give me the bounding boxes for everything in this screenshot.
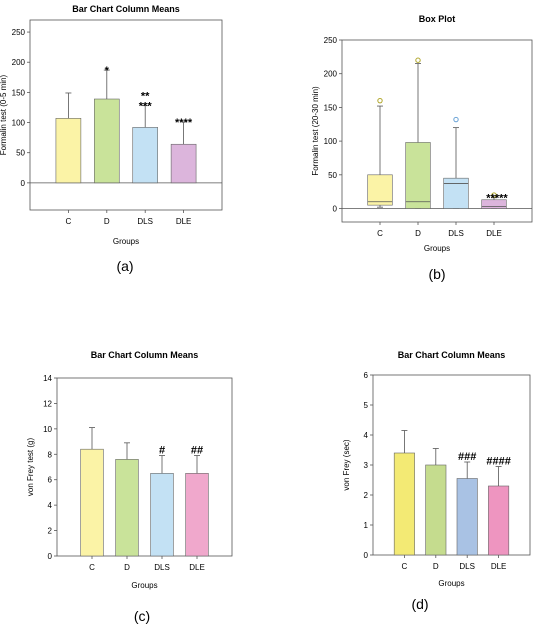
- chart-c-svg: Bar Chart Column Means 0 2 4 6 8 10 12 14 von Fre…: [26, 350, 233, 590]
- x-tick-label: DLE: [491, 562, 507, 571]
- bar: [80, 448, 104, 557]
- significance-label: **: [141, 91, 150, 103]
- y-tick-label: 8: [48, 450, 53, 459]
- chart-b-svg: Box Plot 0 50 100 150 200 250 Formalin test (20…: [311, 14, 533, 253]
- y-tick-label: 0: [48, 552, 53, 561]
- box: [443, 177, 469, 209]
- plot-frame: [29, 19, 223, 211]
- y-tick-label: 50: [328, 171, 337, 180]
- x-tick-label: DLS: [137, 217, 153, 226]
- bar: [150, 473, 174, 557]
- x-tick-label: DLE: [189, 563, 205, 572]
- x-axis-label: Groups: [438, 579, 464, 588]
- y-tick-label: 200: [324, 70, 338, 79]
- significance-label: #: [159, 445, 165, 457]
- y-tick-label: 4: [48, 501, 53, 510]
- significance-label: *: [105, 65, 110, 77]
- y-axis-label: Formalin test (20-30 min): [311, 86, 320, 176]
- x-tick-label: D: [415, 229, 421, 238]
- significance-label: ###: [458, 451, 476, 463]
- outlier-point: [453, 116, 459, 123]
- y-tick-label: 250: [12, 28, 26, 37]
- panel-label-d: (d): [411, 596, 429, 612]
- chart-panel-b: Box Plot 0 50 100 150 200 250 Formalin test (20…: [275, 0, 550, 285]
- significance-label: ****: [175, 117, 193, 129]
- y-tick-label: 6: [364, 371, 369, 380]
- chart-title: Bar Chart Column Means: [91, 350, 199, 360]
- outlier-point: [377, 97, 383, 104]
- x-tick-label: DLE: [176, 217, 192, 226]
- bar: [55, 118, 82, 184]
- chart-panel-c: Bar Chart Column Means 0 2 4 6 8 10 12 14 von Fre…: [0, 340, 275, 632]
- x-axis-label: Groups: [131, 581, 157, 590]
- y-tick-label: 250: [324, 36, 338, 45]
- x-tick-label: D: [433, 562, 439, 571]
- y-axis-label: von Frey test (g): [26, 438, 35, 497]
- y-tick-label: 150: [12, 88, 26, 97]
- y-tick-label: 0: [333, 205, 338, 214]
- panel-label-a: (a): [116, 258, 134, 274]
- y-tick-label: 5: [364, 401, 369, 410]
- y-tick-label: 100: [324, 137, 338, 146]
- panel-label-b: (b): [428, 266, 446, 282]
- y-axis-label: von Frey (sec): [342, 439, 351, 490]
- x-tick-label: C: [402, 562, 408, 571]
- x-tick-label: C: [66, 217, 72, 226]
- y-tick-label: 2: [48, 527, 53, 536]
- x-tick-label: C: [377, 229, 383, 238]
- significance-label: ####: [486, 456, 510, 468]
- y-tick-label: 14: [43, 374, 52, 383]
- x-axis-label: Groups: [424, 244, 450, 253]
- x-tick-label: DLS: [459, 562, 475, 571]
- significance-label: ##: [191, 445, 203, 457]
- bar: [393, 452, 415, 556]
- bar: [425, 464, 447, 556]
- significance-label: *****: [486, 193, 508, 205]
- x-tick-label: DLE: [486, 229, 502, 238]
- y-tick-label: 6: [48, 476, 53, 485]
- y-tick-label: 10: [43, 425, 52, 434]
- box: [367, 174, 393, 206]
- panel-label-c: (c): [133, 608, 151, 624]
- y-tick-label: 4: [364, 431, 369, 440]
- chart-panel-a: Bar Chart Column Means 0 50 100 150 200 250 For…: [0, 0, 275, 285]
- y-tick-label: 12: [43, 399, 52, 408]
- bar: [488, 485, 510, 556]
- x-tick-label: C: [89, 563, 95, 572]
- plot-frame: [56, 377, 233, 557]
- x-tick-label: D: [124, 563, 130, 572]
- x-tick-label: D: [104, 217, 110, 226]
- y-axis-label: Formalin test (0-5 min): [0, 74, 8, 155]
- chart-title: Box Plot: [419, 14, 456, 24]
- y-tick-label: 50: [16, 149, 25, 158]
- x-axis-label: Groups: [113, 237, 139, 246]
- y-tick-label: 200: [12, 58, 26, 67]
- y-tick-label: 1: [364, 521, 369, 530]
- chart-a-svg: Bar Chart Column Means 0 50 100 150 200 250 For…: [0, 4, 223, 246]
- significance-label: ***: [139, 101, 153, 113]
- plot-frame: [341, 39, 533, 223]
- outlier-point: [415, 57, 421, 63]
- y-tick-label: 3: [364, 461, 369, 470]
- box: [481, 199, 507, 209]
- box: [405, 142, 431, 209]
- y-tick-label: 0: [364, 551, 369, 560]
- x-tick-label: DLS: [154, 563, 170, 572]
- y-tick-label: 100: [12, 119, 26, 128]
- chart-title: Bar Chart Column Means: [398, 350, 506, 360]
- x-tick-label: DLS: [448, 229, 464, 238]
- y-tick-label: 150: [324, 103, 338, 112]
- y-tick-label: 2: [364, 491, 369, 500]
- chart-panel-d: Bar Chart Column Means 0 1 2 3 4 5 6 von Frey (s…: [275, 340, 550, 632]
- y-tick-label: 0: [21, 179, 26, 188]
- bar: [185, 473, 209, 557]
- chart-d-svg: Bar Chart Column Means 0 1 2 3 4 5 6 von Frey (s…: [342, 350, 531, 588]
- bar: [170, 143, 197, 184]
- chart-title: Bar Chart Column Means: [72, 4, 180, 14]
- bar: [132, 127, 158, 184]
- bar: [115, 459, 139, 557]
- bar: [94, 98, 120, 184]
- outlier-point: [491, 192, 497, 198]
- bar: [456, 478, 478, 556]
